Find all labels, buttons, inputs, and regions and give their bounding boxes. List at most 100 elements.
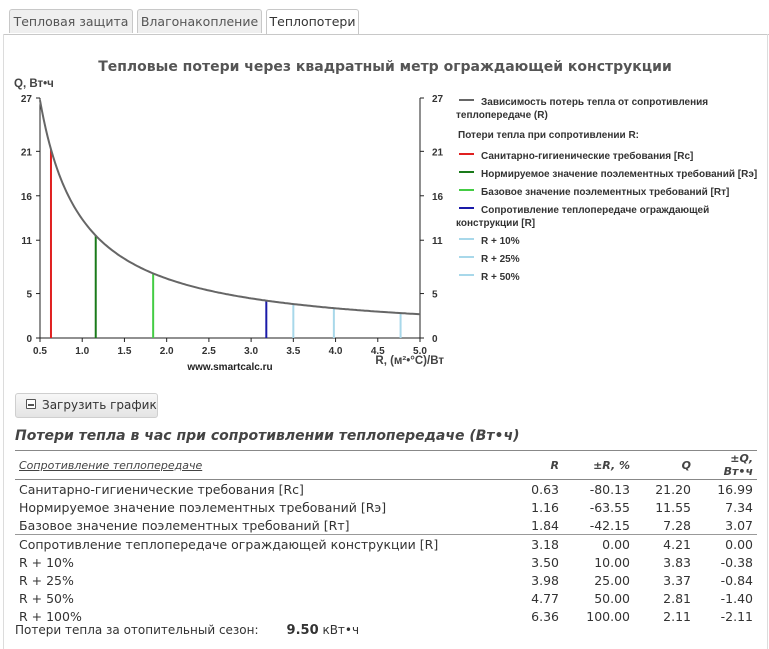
heat-loss-table: Сопротивление теплопередаче R ±R, % Q ±Q… — [15, 450, 757, 625]
table-cell: 3.07 — [695, 516, 757, 535]
table-cell: Санитарно-гигиенические требования [Rс] — [19, 481, 304, 497]
legend-swatch — [459, 256, 474, 259]
x-tick-label: 1.0 — [75, 346, 89, 357]
table-cell: -80.13 — [589, 481, 630, 497]
legend-swatch — [459, 171, 474, 174]
chart-legend: Зависимость потерь тепла от сопротивлени… — [456, 96, 761, 289]
x-tick-label: 5.0 — [413, 346, 427, 357]
season-value: 9.50 — [286, 623, 319, 638]
column-header: ±R, % — [563, 450, 634, 480]
table-cell: 25.00 — [594, 572, 630, 588]
table-cell: 3.98 — [531, 572, 559, 588]
table-cell: 100.00 — [586, 608, 630, 624]
column-header: R — [513, 450, 563, 480]
download-chart-button[interactable]: Загрузить график — [15, 393, 158, 418]
legend-item-curve: Зависимость потерь тепла от сопротивлени… — [456, 97, 709, 121]
table-cell: 4.77 — [531, 590, 559, 606]
column-header: ±Q, Вт•ч — [695, 450, 757, 480]
legend-swatch — [459, 189, 474, 192]
table-row: Санитарно-гигиенические требования [Rс] 0… — [15, 480, 757, 499]
y-tick-label-right: 16 — [432, 192, 444, 203]
table-cell: 0.63 — [531, 481, 559, 497]
y-tick-label-right: 0 — [432, 334, 438, 345]
legend-item-plus: R + 10% — [456, 235, 761, 248]
table-cell: R + 25% — [19, 572, 74, 588]
table-cell: -0.38 — [720, 554, 753, 570]
season-heat-loss: Потери тепла за отопительный сезон: 9.50 … — [15, 623, 359, 638]
tab-heat-loss[interactable]: Теплопотери — [266, 9, 359, 35]
table-cell: 0.00 — [725, 536, 753, 552]
download-icon — [26, 399, 36, 409]
x-tick-label: 0.5 — [33, 346, 47, 357]
table-cell: 4.21 — [663, 536, 691, 552]
legend-item-re: Нормируемое значение поэлементных требов… — [456, 168, 761, 181]
y-tick-label: 21 — [21, 147, 33, 158]
x-tick-label: 2.0 — [160, 346, 174, 357]
column-header: Q — [634, 450, 695, 480]
tab-bar: Тепловая защита Влагонакопление Теплопот… — [0, 0, 769, 36]
legend-group-label: Потери тепла при сопротивлении R: — [458, 130, 639, 141]
table-row: Сопротивление теплопередаче ограждающей … — [15, 535, 757, 554]
watermark: www.smartcalc.ru — [186, 362, 272, 373]
x-tick-label: 1.5 — [117, 346, 131, 357]
table-cell: 0.00 — [602, 536, 630, 552]
tab-divider — [3, 34, 769, 35]
table-cell: 1.84 — [513, 516, 563, 535]
legend-item-r: Сопротивление теплопередаче ограждающей … — [456, 205, 710, 229]
table-cell: Базовое значение поэлементных требований… — [15, 516, 513, 535]
season-label: Потери тепла за отопительный сезон: — [15, 623, 259, 637]
legend-item-rc: Санитарно-гигиенические требования [Rс] — [456, 150, 761, 163]
y-tick-label: 27 — [21, 94, 33, 105]
table-row: Базовое значение поэлементных требований… — [15, 516, 757, 535]
heat-loss-curve — [39, 100, 421, 316]
tab-moisture-accumulation[interactable]: Влагонакопление — [137, 9, 262, 33]
table-cell: -0.84 — [720, 572, 753, 588]
table-cell: -63.55 — [589, 499, 630, 515]
y-tick-label: 16 — [21, 192, 33, 203]
x-tick-label: 2.5 — [202, 346, 216, 357]
heat-loss-chart: 0 0 5 5 11 11 16 16 21 21 27 27 0.5 1.0 1.5 2.0 2.5 3.0 3.… — [14, 78, 444, 373]
table-cell: 7.28 — [634, 516, 695, 535]
table-cell: Нормируемое значение поэлементных требов… — [19, 499, 387, 515]
legend-item-plus: R + 25% — [456, 253, 761, 266]
table-header: Сопротивление теплопередаче R ±R, % Q ±Q… — [15, 450, 757, 480]
table-cell: 21.20 — [655, 481, 691, 497]
tab-thermal-protection[interactable]: Тепловая защита — [9, 9, 133, 33]
y-tick-label-right: 11 — [432, 236, 443, 247]
y-tick-label: 11 — [21, 236, 32, 247]
x-tick-label: 3.0 — [244, 346, 258, 357]
legend-swatch — [459, 207, 474, 210]
legend-item-plus: R + 50% — [456, 271, 761, 284]
legend-swatch — [459, 153, 474, 156]
y-tick-label-right: 27 — [432, 94, 444, 105]
table-row: R + 25% 3.98 25.00 3.37 -0.84 — [15, 571, 757, 589]
y-axis-label: Q, Вт•ч — [14, 78, 54, 90]
table-cell: 3.18 — [531, 536, 559, 552]
table-cell: R + 10% — [19, 554, 74, 570]
table-cell: 3.50 — [531, 554, 559, 570]
legend-swatch — [459, 274, 474, 277]
table-cell: -1.40 — [720, 590, 753, 606]
table-cell: 2.81 — [663, 590, 691, 606]
x-tick-label: 4.0 — [329, 346, 343, 357]
table-cell: 50.00 — [594, 590, 630, 606]
table-cell: 3.37 — [663, 572, 691, 588]
table-cell: 7.34 — [725, 499, 753, 515]
x-tick-label: 4.5 — [371, 346, 385, 357]
table-row: R + 50% 4.77 50.00 2.81 -1.40 — [15, 589, 757, 607]
table-cell: R + 100% — [19, 608, 82, 624]
table-cell: R + 50% — [19, 590, 74, 606]
legend-swatch — [459, 238, 474, 241]
table-title: Потери тепла в час при сопротивлении теп… — [15, 428, 520, 444]
x-tick-label: 3.5 — [286, 346, 300, 357]
table-row: Нормируемое значение поэлементных требов… — [15, 498, 757, 516]
column-header: Сопротивление теплопередаче — [15, 450, 513, 480]
y-tick-label-right: 21 — [432, 147, 444, 158]
table-cell: 11.55 — [655, 499, 691, 515]
season-unit: кВт•ч — [322, 623, 360, 637]
table-row: R + 10% 3.50 10.00 3.83 -0.38 — [15, 553, 757, 571]
table-cell: 3.83 — [663, 554, 691, 570]
table-cell: 2.11 — [663, 608, 691, 624]
table-cell: -42.15 — [563, 516, 634, 535]
x-axis-label: R, (м²•°С)/Вт — [375, 355, 444, 367]
